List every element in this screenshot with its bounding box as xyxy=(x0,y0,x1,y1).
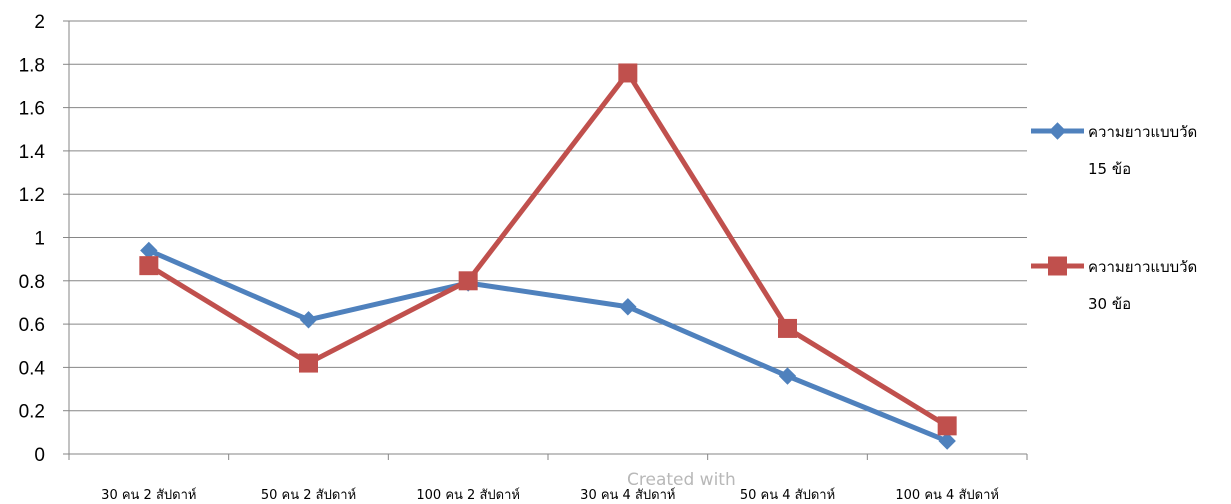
y-tick-label: 1.8 xyxy=(19,55,45,76)
data-point-marker xyxy=(618,63,638,83)
legend-label-2: ความยาวแบบวัด xyxy=(1088,258,1197,276)
x-tick-label: 30 คน 2 สัปดาห์ xyxy=(101,487,196,503)
data-point-marker xyxy=(937,416,957,436)
y-tick-label: 0 xyxy=(34,445,45,466)
series-line-2 xyxy=(146,70,950,429)
x-tick-label: 50 คน 4 สัปดาห์ xyxy=(740,487,835,503)
x-tick-label: 50 คน 2 สัปดาห์ xyxy=(261,487,356,503)
y-tick-label: 1.4 xyxy=(19,142,46,163)
watermark-text: Created with xyxy=(627,470,736,490)
data-point-marker xyxy=(299,353,318,373)
y-tick-label: 1.2 xyxy=(19,185,45,206)
y-axis-ticks: 0 0.2 0.4 0.6 0.8 1 1.2 1.4 1.6 1.8 2 xyxy=(19,12,69,466)
legend-marker-1 xyxy=(1048,122,1067,140)
x-axis: 30 คน 2 สัปดาห์ 50 คน 2 สัปดาห์ 100 คน 2 ส… xyxy=(68,21,1028,503)
data-point-marker xyxy=(299,311,318,329)
data-point-marker xyxy=(938,432,956,450)
gridlines xyxy=(69,20,1027,412)
data-point-marker xyxy=(778,367,797,385)
legend-label-1: 15 ข้อ xyxy=(1088,160,1131,178)
y-tick-label: 0.6 xyxy=(19,315,45,336)
y-tick-label: 0.2 xyxy=(19,402,45,423)
y-tick-label: 0.4 xyxy=(19,358,46,379)
x-tick-label: 100 คน 2 สัปดาห์ xyxy=(416,487,520,503)
legend-label-2: 30 ข้อ xyxy=(1088,295,1131,313)
data-point-marker xyxy=(619,298,637,316)
data-point-marker xyxy=(778,318,797,338)
data-point-marker xyxy=(140,241,158,260)
y-tick-label: 2 xyxy=(34,12,45,33)
data-point-marker xyxy=(139,256,159,276)
y-tick-label: 0.8 xyxy=(19,272,45,293)
data-point-marker xyxy=(458,271,478,291)
series-lines xyxy=(139,63,957,450)
x-tick-label: 30 คน 4 สัปดาห์ xyxy=(580,487,675,503)
legend-marker-2 xyxy=(1048,256,1067,276)
x-tick-label: 100 คน 4 สัปดาห์ xyxy=(895,487,999,503)
legend-label-1: ความยาวแบบวัด xyxy=(1088,123,1197,141)
y-tick-label: 1.6 xyxy=(19,99,45,120)
series-line-1 xyxy=(146,247,950,444)
y-tick-label: 1 xyxy=(34,229,45,250)
